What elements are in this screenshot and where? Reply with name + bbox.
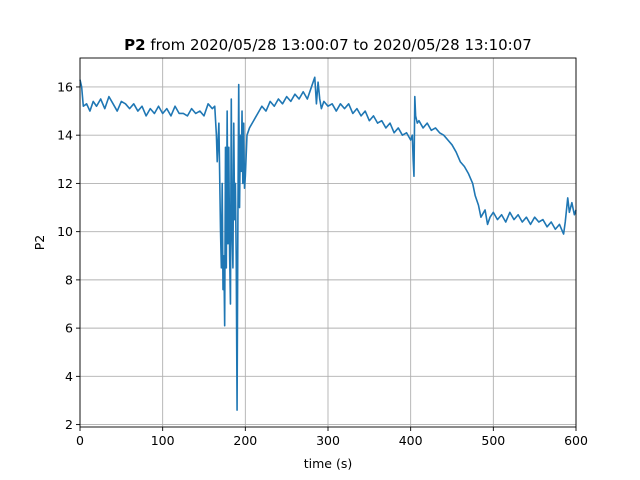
x-tick-label: 200: [233, 433, 257, 448]
x-tick-label: 0: [76, 433, 84, 448]
x-axis-label: time (s): [304, 456, 352, 471]
y-axis-ticks: 2 4 6 8 10 12 14 16: [57, 79, 80, 432]
y-tick-label: 8: [65, 272, 73, 287]
x-tick-label: 100: [151, 433, 175, 448]
y-tick-label: 2: [65, 417, 73, 432]
x-tick-label: 400: [399, 433, 423, 448]
x-tick-label: 500: [481, 433, 505, 448]
grid: [79, 58, 577, 427]
y-tick-label: 16: [57, 79, 73, 94]
x-tick-label: 300: [316, 433, 340, 448]
series-layer: [79, 76, 577, 411]
series-line: [79, 76, 577, 411]
y-tick-label: 14: [57, 128, 73, 143]
x-axis-ticks: 0 100 200 300 400 500 600: [76, 427, 588, 448]
chart-title: P2 from 2020/05/28 13:00:07 to 2020/05/2…: [124, 36, 532, 54]
y-tick-label: 4: [65, 369, 73, 384]
x-tick-label: 600: [564, 433, 588, 448]
chart-title-rest: from 2020/05/28 13:00:07 to 2020/05/28 1…: [146, 36, 532, 54]
y-axis-label: P2: [32, 235, 47, 251]
y-tick-label: 10: [57, 224, 73, 239]
y-tick-label: 12: [57, 176, 73, 191]
y-tick-label: 6: [65, 321, 73, 336]
chart-title-bold: P2: [124, 36, 145, 54]
